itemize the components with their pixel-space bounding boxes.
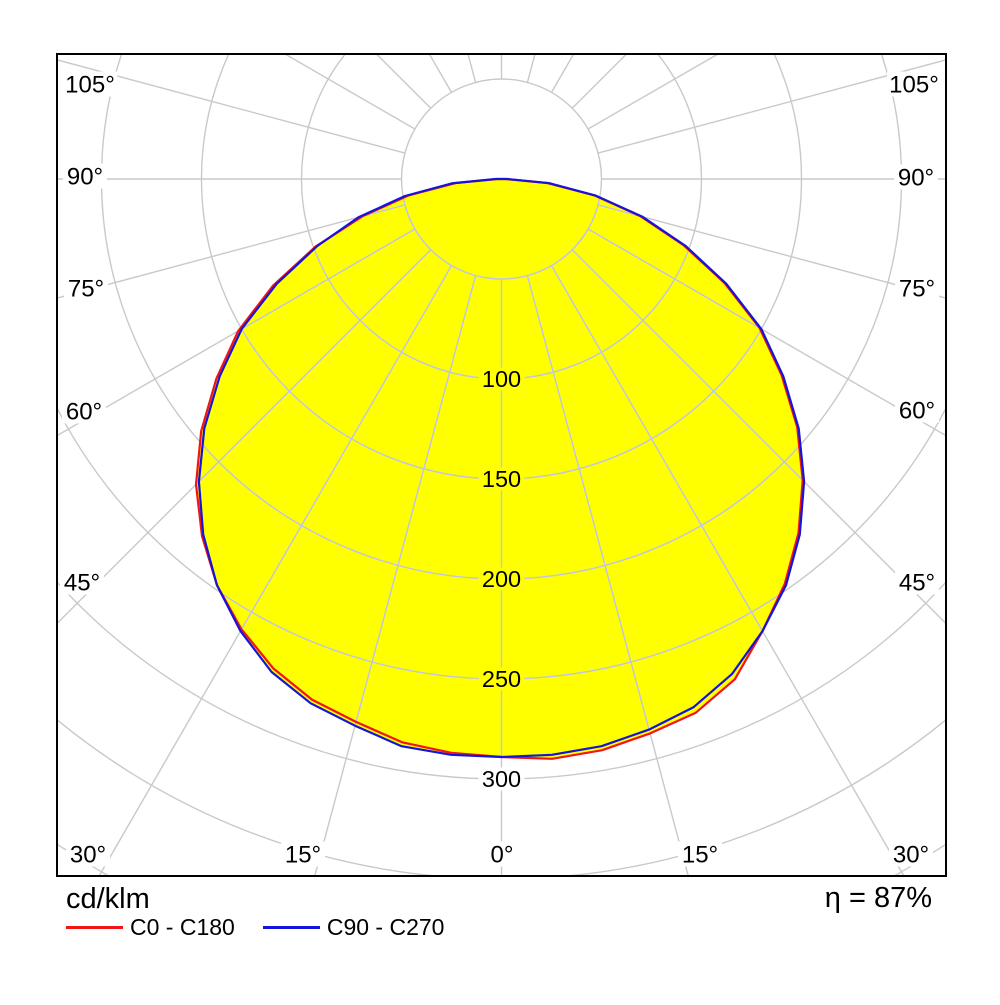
angle-label-bottom-30°: 30° <box>893 842 929 869</box>
angle-label-bottom-30°: 30° <box>70 842 106 869</box>
value-label-150: 150 <box>482 466 521 492</box>
value-label-200: 200 <box>482 566 521 592</box>
grid-ray-240 <box>0 0 415 129</box>
grid-ray-195 <box>258 0 475 82</box>
legend-label-c0-c180: C0 - C180 <box>130 916 235 939</box>
angle-label-left-90°: 90° <box>67 164 103 191</box>
legend-label-c90-c270: C90 - C270 <box>327 916 445 939</box>
angle-label-bottom-15°: 15° <box>285 842 321 869</box>
angle-label-right-45°: 45° <box>899 570 935 597</box>
angle-label-bottom-0°: 0° <box>491 842 514 869</box>
grid-ray-255 <box>0 0 405 153</box>
grid-ray-240 <box>0 0 415 129</box>
angle-label-left-60°: 60° <box>66 399 102 426</box>
legend-item-c90-c270: C90 - C270 <box>263 916 445 939</box>
legend: C0 - C180 C90 - C270 <box>66 916 444 939</box>
angle-label-left-75°: 75° <box>68 276 104 303</box>
unit-label: cd/klm <box>66 885 150 914</box>
efficiency-label: η = 87% <box>825 884 932 913</box>
angle-label-left-105°: 105° <box>65 72 115 99</box>
grid-ray-165 <box>527 0 744 82</box>
angle-label-bottom-15°: 15° <box>682 842 718 869</box>
angle-label-right-105°: 105° <box>889 72 939 99</box>
value-label-300: 300 <box>482 766 521 792</box>
angle-label-right-90°: 90° <box>898 165 934 192</box>
legend-line-c90-c270-icon <box>263 926 320 929</box>
grid-ray-195 <box>258 0 475 82</box>
legend-item-c0-c180: C0 - C180 <box>66 916 235 939</box>
grid-ray-165 <box>527 0 744 82</box>
grid-ray-255 <box>0 0 405 153</box>
angle-label-left-45°: 45° <box>64 570 100 597</box>
angle-label-right-60°: 60° <box>899 398 935 425</box>
value-label-100: 100 <box>482 366 521 392</box>
value-label-250: 250 <box>482 666 521 692</box>
angle-label-right-75°: 75° <box>899 276 935 303</box>
legend-line-c0-c180-icon <box>66 926 123 929</box>
